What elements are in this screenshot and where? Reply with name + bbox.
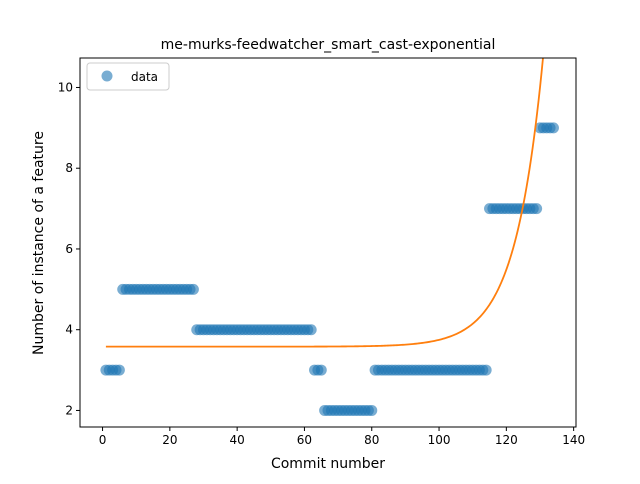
chart-title: me-murks-feedwatcher_smart_cast-exponent… (161, 37, 496, 53)
y-axis-label: Number of instance of a feature (31, 131, 47, 355)
data-point (305, 324, 317, 336)
x-tick-label: 40 (230, 433, 245, 447)
legend-box (86, 62, 170, 91)
y-tick-label: 8 (65, 161, 73, 175)
x-tick-label: 20 (162, 433, 177, 447)
x-tick-label: 140 (562, 433, 585, 447)
data-point (366, 404, 378, 416)
data-point (187, 283, 199, 295)
data-point (547, 122, 559, 134)
legend-data-marker (101, 70, 113, 82)
axes-frame (79, 57, 577, 428)
x-axis-label: Commit number (271, 456, 385, 472)
x-tick-label: 100 (428, 433, 451, 447)
data-point (113, 364, 125, 376)
data-point (315, 364, 327, 376)
y-tick-label: 2 (65, 403, 73, 417)
x-tick-label: 0 (99, 433, 107, 447)
legend-data-label: data (131, 70, 158, 84)
x-tick-label: 120 (495, 433, 518, 447)
data-points (100, 122, 559, 416)
y-tick-label: 6 (65, 242, 73, 256)
legend: data (86, 62, 170, 91)
x-tick-label: 80 (364, 433, 379, 447)
data-point (531, 203, 543, 215)
data-point (480, 364, 492, 376)
x-tick-label: 60 (297, 433, 312, 447)
y-tick-label: 4 (65, 323, 73, 337)
fit-line (105, 58, 544, 348)
y-tick-label: 10 (58, 80, 73, 94)
